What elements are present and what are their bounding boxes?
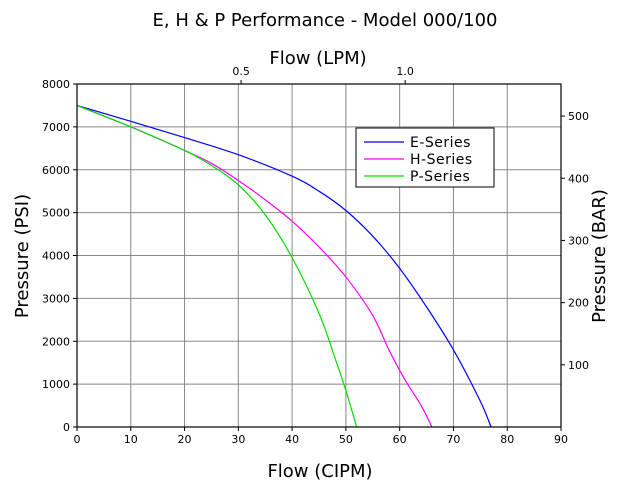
top-tick-label: 1.0 <box>396 65 414 78</box>
x-tick-label: 60 <box>393 433 407 446</box>
y-tick-label: 5000 <box>42 207 70 220</box>
y-tick-label: 2000 <box>42 335 70 348</box>
x-tick-label: 40 <box>285 433 299 446</box>
right-tick-label: 500 <box>568 110 589 123</box>
x-tick-label: 30 <box>231 433 245 446</box>
legend-label-p-series: P-Series <box>410 169 470 185</box>
y-axis-title: Pressure (PSI) <box>12 194 33 318</box>
y-tick-label: 7000 <box>42 121 70 134</box>
x-tick-label: 70 <box>446 433 460 446</box>
x-tick-label: 10 <box>124 433 138 446</box>
right-tick-label: 300 <box>568 234 589 247</box>
plot-frame <box>76 83 562 428</box>
y-tick-label: 0 <box>63 421 70 434</box>
chart-title: E, H & P Performance - Model 000/100 <box>153 10 498 31</box>
y-tick-label: 6000 <box>42 164 70 177</box>
x-tick-label: 50 <box>339 433 353 446</box>
x-tick-label: 0 <box>74 433 81 446</box>
top-axis-title: Flow (LPM) <box>269 48 366 69</box>
right-tick-label: 100 <box>568 359 589 372</box>
y-tick-label: 8000 <box>42 78 70 91</box>
right-axis-title: Pressure (BAR) <box>589 189 610 323</box>
x-tick-label: 80 <box>500 433 514 446</box>
x-tick-label: 20 <box>178 433 192 446</box>
x-axis-title: Flow (CIPM) <box>267 461 372 482</box>
legend-label-e-series: E-Series <box>410 135 471 151</box>
x-tick-label: 90 <box>554 433 568 446</box>
y-tick-label: 3000 <box>42 292 70 305</box>
series-line-e-series <box>76 104 492 428</box>
y-tick-label: 4000 <box>42 250 70 263</box>
right-tick-label: 400 <box>568 172 589 185</box>
right-tick-label: 200 <box>568 297 589 310</box>
y-tick-label: 1000 <box>42 378 70 391</box>
legend-box <box>355 127 495 188</box>
legend-label-h-series: H-Series <box>410 152 473 168</box>
series-line-p-series <box>76 104 358 428</box>
top-tick-label: 0.5 <box>232 65 250 78</box>
